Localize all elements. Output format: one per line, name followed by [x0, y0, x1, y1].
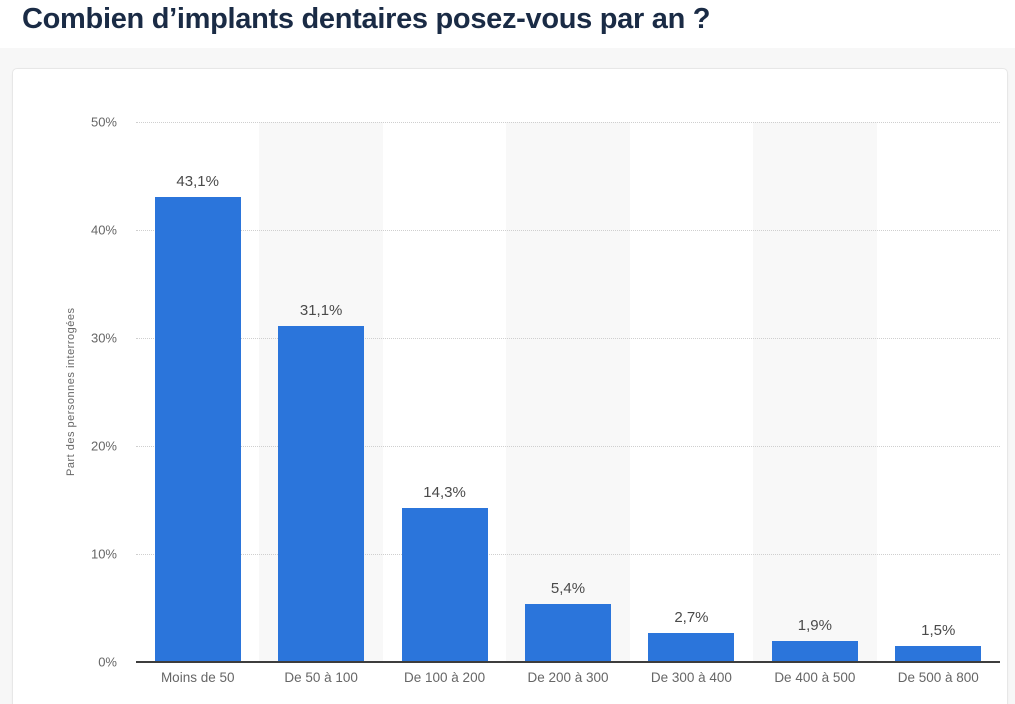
y-tick-label: 30% — [90, 330, 117, 346]
category-band — [877, 122, 1000, 662]
bar-4[interactable] — [525, 603, 611, 662]
gridline — [136, 338, 1000, 339]
x-category-label: De 200 à 300 — [527, 670, 609, 685]
y-axis-ticks: 0% 10% 20% 30% 40% 50% — [57, 115, 117, 670]
bar-5[interactable] — [648, 632, 735, 662]
bar-3[interactable] — [401, 507, 488, 662]
y-tick-label: 50% — [90, 114, 117, 130]
x-category-label: Moins de 50 — [160, 670, 235, 685]
gridline — [136, 554, 1000, 555]
x-axis-labels: Moins de 50 De 50 à 100 De 100 à 200 De 200… — [136, 670, 1000, 692]
y-tick-label: 10% — [90, 546, 117, 562]
bar-6[interactable] — [771, 641, 858, 662]
bar-value-label: 31,1% — [299, 302, 343, 320]
bar-value-label: 43,1% — [176, 172, 219, 190]
bar-value-label: 1,9% — [797, 617, 832, 635]
y-tick-label: 40% — [90, 222, 117, 238]
gridline — [136, 230, 1000, 231]
bar-value-label: 1,5% — [921, 621, 956, 639]
bar-value-label: 5,4% — [550, 579, 586, 597]
x-axis-line — [136, 661, 1000, 663]
page-title: Combien d’implants dentaires posez-vous … — [22, 3, 711, 35]
page-background: Part des personnes interrogées 0% 10% 20% 3… — [0, 48, 1015, 704]
bar-value-label: 2,7% — [674, 608, 709, 626]
bar-7[interactable] — [895, 645, 982, 662]
x-category-label: De 500 à 800 — [897, 670, 979, 685]
y-tick-label: 20% — [90, 438, 117, 454]
x-category-label: De 50 à 100 — [284, 670, 358, 685]
category-band — [506, 122, 630, 662]
x-category-label: De 300 à 400 — [650, 670, 732, 685]
bar-value-label: 14,3% — [423, 483, 466, 501]
x-category-label: De 400 à 500 — [774, 670, 856, 685]
gridline — [136, 122, 1000, 123]
plot-area: 43,1% 31,1% 14,3% 5,4% 2,7% 1,9% 1,5% — [136, 122, 1000, 663]
category-band — [753, 122, 877, 662]
x-category-label: De 100 à 200 — [404, 670, 486, 685]
gridline — [136, 446, 1000, 447]
bar-2[interactable] — [278, 326, 365, 662]
y-tick-label: 0% — [98, 654, 117, 670]
category-band — [630, 122, 753, 662]
bar-1[interactable] — [154, 196, 241, 662]
chart-card: Part des personnes interrogées 0% 10% 20% 3… — [12, 68, 1008, 704]
